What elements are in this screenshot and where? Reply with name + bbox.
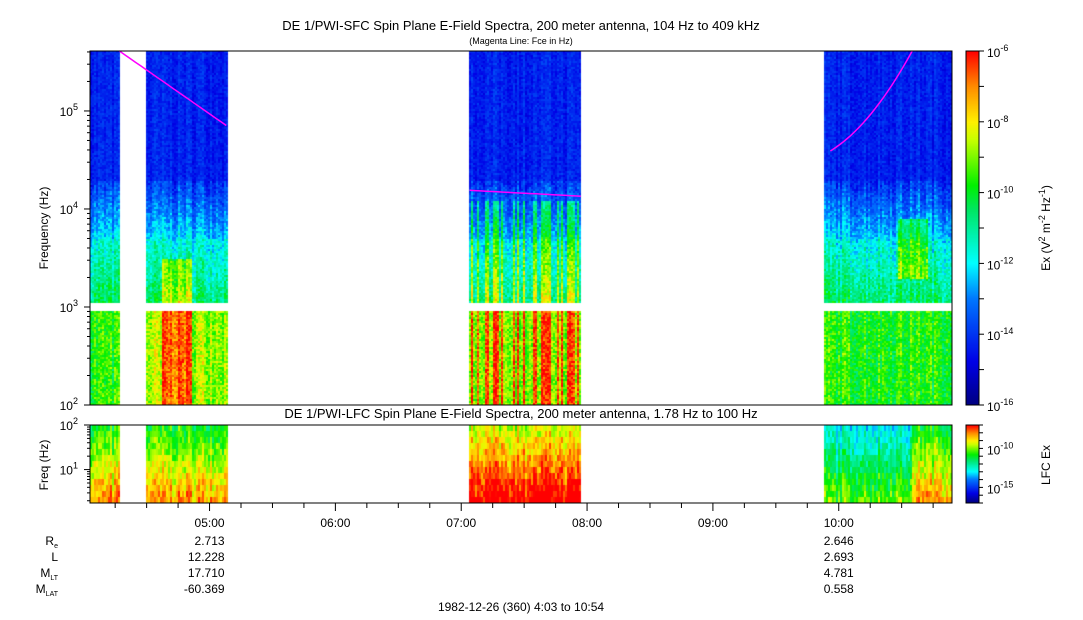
colorbar-label: Ex (V2 m-2 Hz-1) <box>1037 185 1053 271</box>
y-tick-label: 104 <box>60 200 78 217</box>
ephemeris-value: -60.369 <box>184 582 225 596</box>
x-tick-label: 08:00 <box>572 516 602 530</box>
ephemeris-label: L <box>51 550 58 564</box>
x-tick-label: 10:00 <box>824 516 854 530</box>
x-tick-label: 05:00 <box>195 516 225 530</box>
sfc-spectrogram <box>90 51 952 405</box>
ephemeris-value: 12.228 <box>188 550 225 564</box>
ephemeris-value: 0.558 <box>824 582 854 596</box>
colorbar-tick-label: 10-14 <box>987 326 1013 343</box>
colorbar-tick-label: 10-6 <box>987 43 1008 60</box>
fce-line-2 <box>829 50 913 152</box>
x-tick-label: 09:00 <box>698 516 728 530</box>
chart-title: DE 1/PWI-SFC Spin Plane E-Field Spectra,… <box>282 18 760 33</box>
lower-title: DE 1/PWI-LFC Spin Plane E-Field Spectra,… <box>284 406 757 421</box>
chart-subtitle: (Magenta Line: Fce in Hz) <box>469 36 573 46</box>
sfc-colorbar <box>966 51 979 405</box>
lower-y-tick-label: 101 <box>60 461 78 478</box>
x-tick-label: 07:00 <box>446 516 476 530</box>
colorbar-tick-label: 10-8 <box>987 114 1008 131</box>
lower-colorbar-tick-label: 10-15 <box>987 479 1013 496</box>
ephemeris-label: MLT <box>40 566 58 582</box>
lfc-colorbar-frame <box>965 424 980 504</box>
fce-line-1 <box>469 189 581 197</box>
ephemeris-label: MLAT <box>36 582 59 598</box>
ephemeris-value: 2.646 <box>824 534 854 548</box>
footer-date-range: 1982-12-26 (360) 4:03 to 10:54 <box>438 600 604 614</box>
sfc-plot-frame <box>89 50 953 406</box>
lfc-spectrogram <box>90 425 952 503</box>
fce-line-0 <box>118 50 227 127</box>
ephemeris-value: 2.693 <box>824 550 854 564</box>
colorbar-tick-label: 10-10 <box>987 185 1013 202</box>
lower-y-tick-label: 102 <box>60 416 78 433</box>
y-tick-label: 102 <box>60 396 78 413</box>
lfc-plot-frame <box>89 424 953 504</box>
y-axis-label: Frequency (Hz) <box>37 187 51 270</box>
colorbar-tick-label: 10-12 <box>987 255 1013 272</box>
lower-colorbar-label: LFC Ex <box>1039 445 1053 485</box>
lower-y-axis-label: Freq (Hz) <box>37 440 51 491</box>
x-tick-label: 06:00 <box>320 516 350 530</box>
ephemeris-value: 2.713 <box>195 534 225 548</box>
colorbar-tick-label: 10-16 <box>987 397 1013 414</box>
y-tick-label: 103 <box>60 298 78 315</box>
ephemeris-label: Re <box>45 534 58 550</box>
sfc-colorbar-frame <box>965 50 980 406</box>
lfc-colorbar <box>966 425 979 503</box>
ephemeris-value: 17.710 <box>188 566 225 580</box>
ephemeris-value: 4.781 <box>824 566 854 580</box>
y-tick-label: 105 <box>60 102 78 119</box>
lower-colorbar-tick-label: 10-10 <box>987 440 1013 457</box>
